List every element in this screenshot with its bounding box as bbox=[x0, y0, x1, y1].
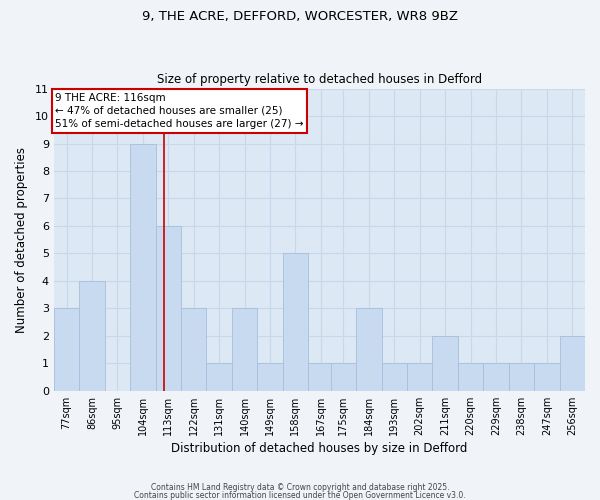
Title: Size of property relative to detached houses in Defford: Size of property relative to detached ho… bbox=[157, 73, 482, 86]
Bar bbox=[509, 364, 534, 391]
Bar bbox=[382, 364, 407, 391]
Bar bbox=[308, 364, 334, 391]
Bar bbox=[534, 364, 560, 391]
Bar bbox=[54, 308, 79, 391]
Text: 9, THE ACRE, DEFFORD, WORCESTER, WR8 9BZ: 9, THE ACRE, DEFFORD, WORCESTER, WR8 9BZ bbox=[142, 10, 458, 23]
Bar bbox=[560, 336, 585, 391]
Bar bbox=[181, 308, 206, 391]
Bar bbox=[331, 364, 356, 391]
Bar bbox=[130, 144, 155, 391]
X-axis label: Distribution of detached houses by size in Defford: Distribution of detached houses by size … bbox=[171, 442, 467, 455]
Bar bbox=[283, 254, 308, 391]
Text: Contains HM Land Registry data © Crown copyright and database right 2025.: Contains HM Land Registry data © Crown c… bbox=[151, 484, 449, 492]
Bar bbox=[407, 364, 433, 391]
Bar bbox=[155, 226, 181, 391]
Text: Contains public sector information licensed under the Open Government Licence v3: Contains public sector information licen… bbox=[134, 490, 466, 500]
Y-axis label: Number of detached properties: Number of detached properties bbox=[15, 146, 28, 332]
Bar bbox=[206, 364, 232, 391]
Bar bbox=[433, 336, 458, 391]
Bar bbox=[232, 308, 257, 391]
Bar bbox=[483, 364, 509, 391]
Bar bbox=[79, 281, 104, 391]
Bar bbox=[458, 364, 483, 391]
Bar bbox=[356, 308, 382, 391]
Bar bbox=[257, 364, 283, 391]
Text: 9 THE ACRE: 116sqm
← 47% of detached houses are smaller (25)
51% of semi-detache: 9 THE ACRE: 116sqm ← 47% of detached hou… bbox=[55, 92, 304, 129]
